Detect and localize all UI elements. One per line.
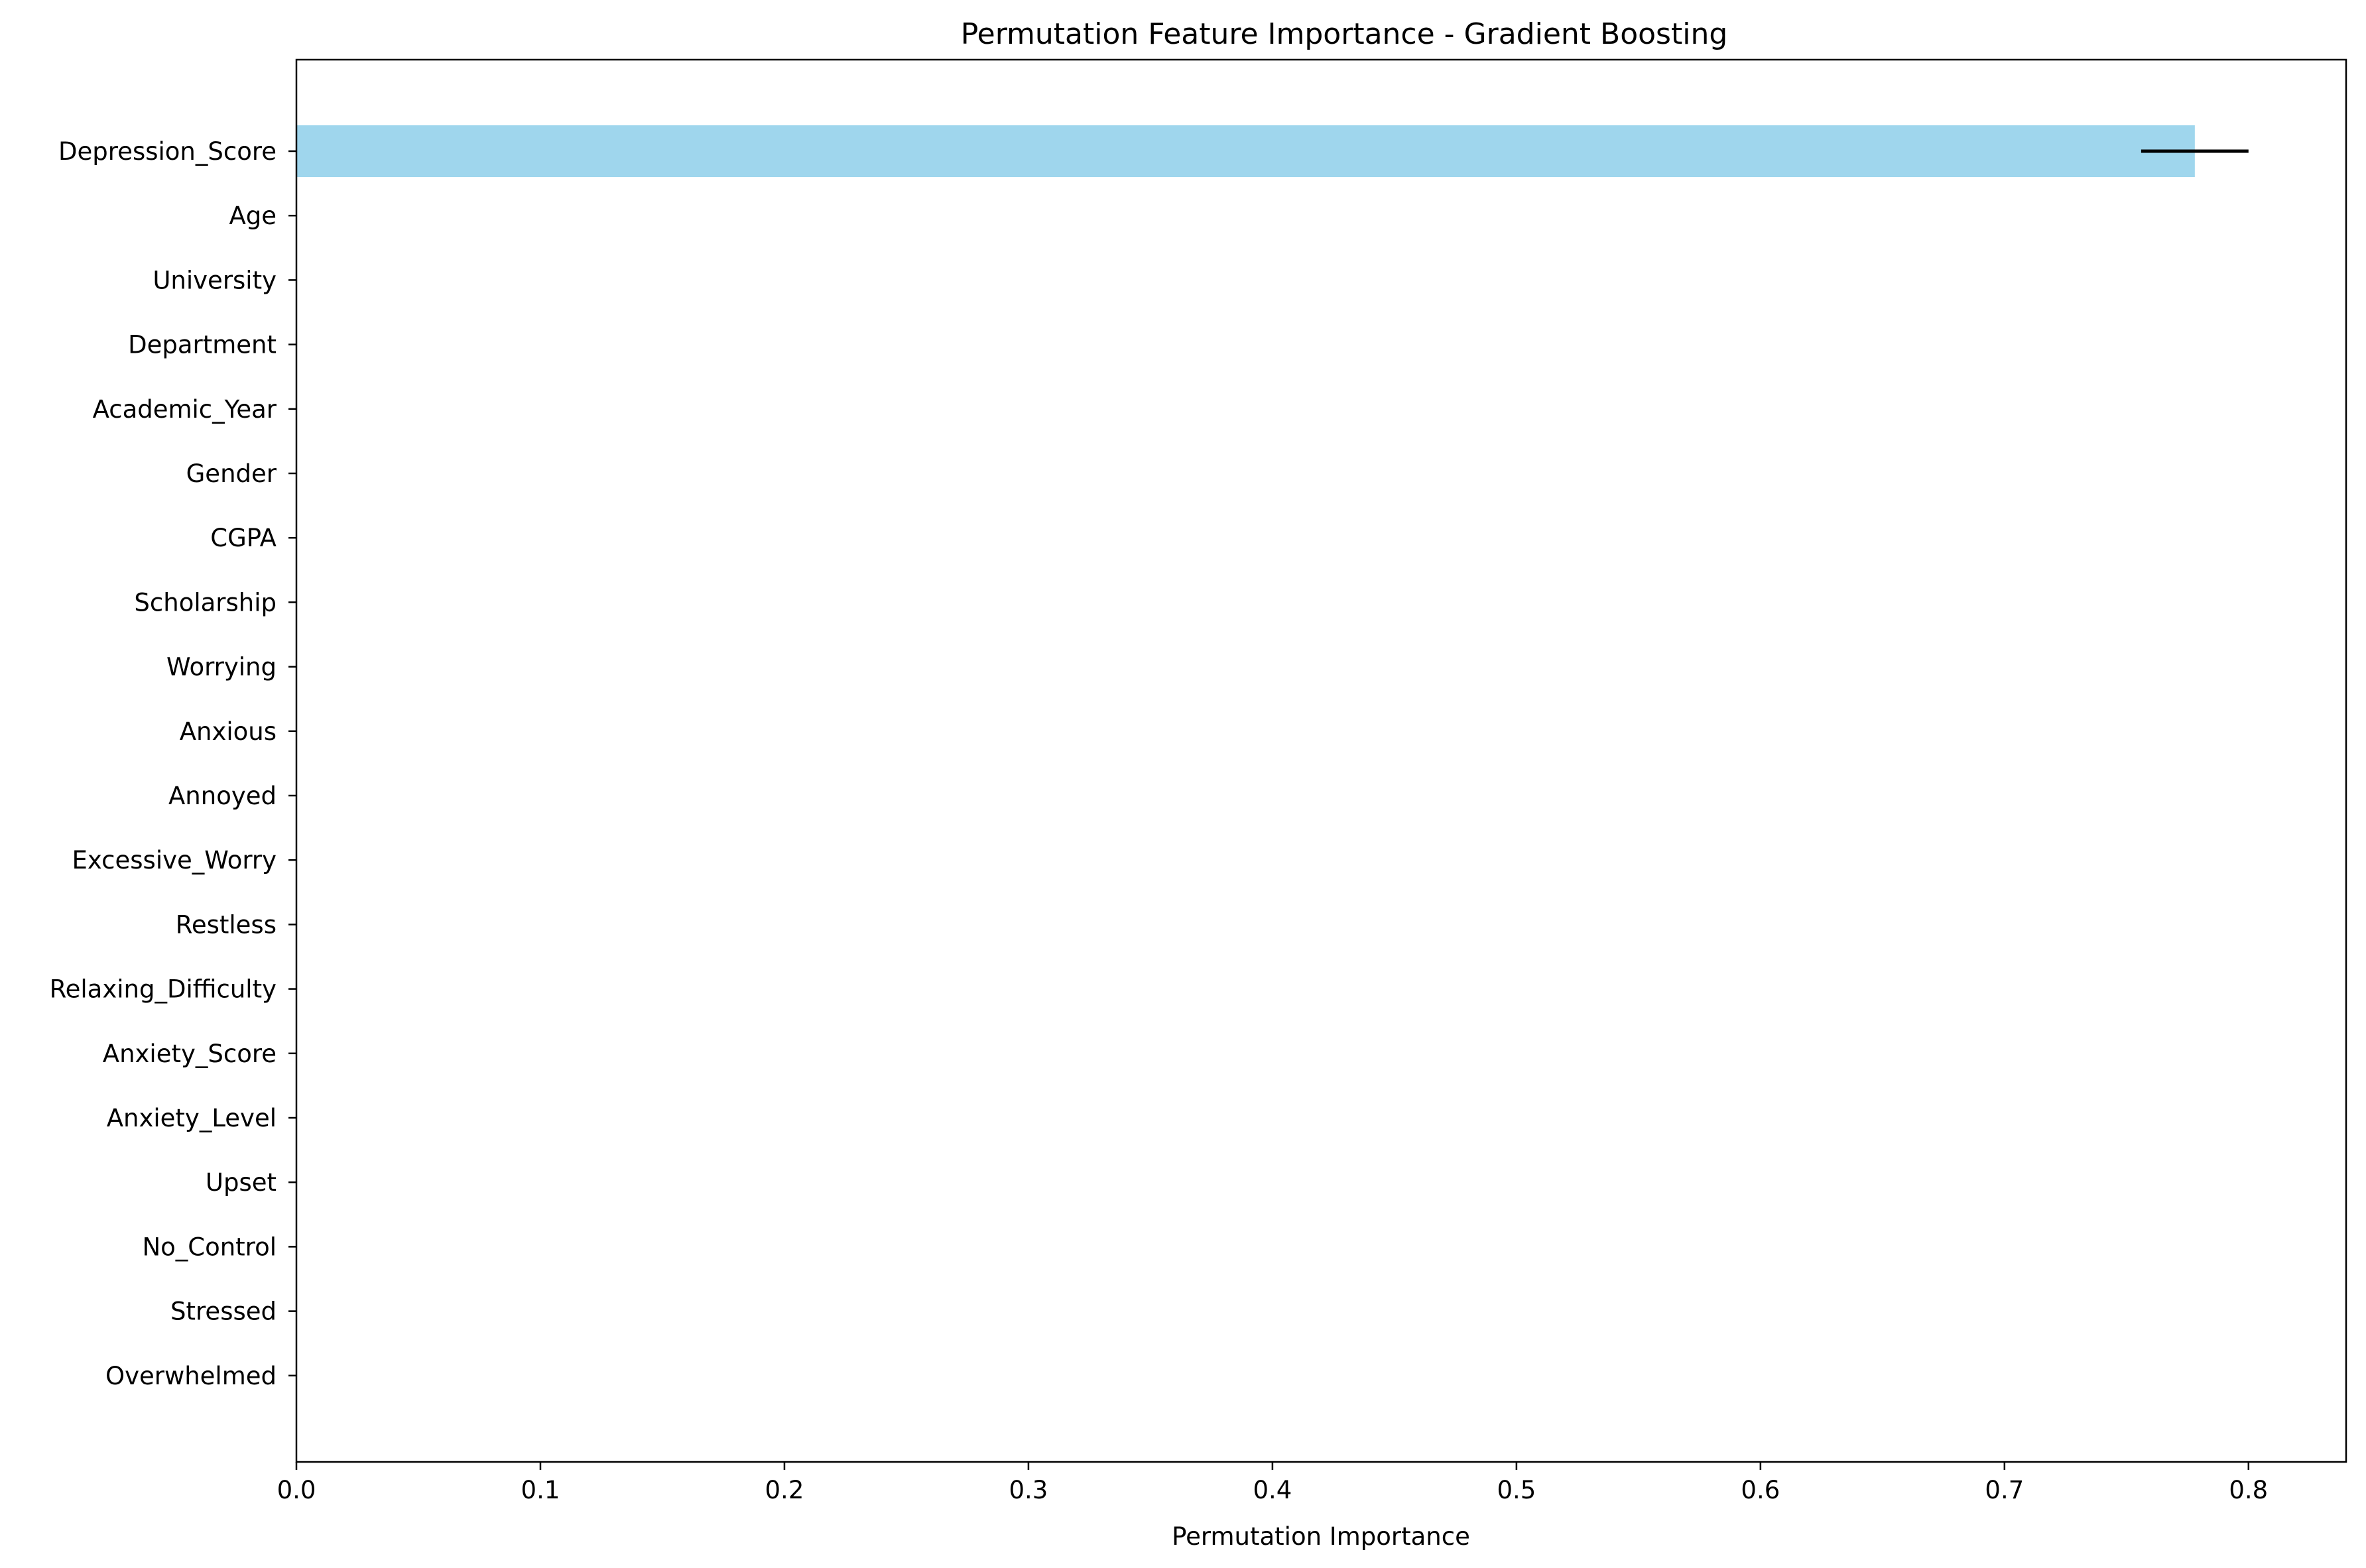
y-tick-label: Stressed <box>170 1297 277 1326</box>
y-tick-label: Scholarship <box>134 588 277 617</box>
x-tick-label: 0.2 <box>765 1476 804 1504</box>
x-tick-label: 0.8 <box>2229 1476 2268 1504</box>
x-tick-label: 0.7 <box>1985 1476 2024 1504</box>
bar-depression-score <box>296 125 2195 177</box>
chart-title: Permutation Feature Importance - Gradien… <box>961 17 1728 51</box>
x-tick-label: 0.1 <box>521 1476 560 1504</box>
plot-area: Depression_Score Age University Department A… <box>50 58 2347 1504</box>
y-tick-label: Upset <box>206 1168 277 1197</box>
y-tick-label: Academic_Year <box>93 395 277 424</box>
x-tick-label: 0.6 <box>1741 1476 1780 1504</box>
y-tick-label: Department <box>128 331 277 359</box>
y-tick-label: Overwhelmed <box>105 1362 277 1390</box>
x-axis-label: Permutation Importance <box>1172 1522 1470 1551</box>
y-tick-label: Gender <box>186 459 277 488</box>
y-tick-label: Worrying <box>166 653 277 682</box>
x-tick-label: 0.5 <box>1497 1476 1536 1504</box>
y-tick-label: Anxious <box>180 717 277 746</box>
y-tick-label: Annoyed <box>168 782 277 810</box>
axes-frame <box>295 58 2347 1463</box>
y-tick-label: Anxiety_Level <box>107 1104 277 1132</box>
y-tick-label: University <box>153 266 277 294</box>
y-tick-label: Age <box>229 202 277 230</box>
x-tick-label: 0.3 <box>1009 1476 1048 1504</box>
x-tick-label: 0.4 <box>1253 1476 1292 1504</box>
y-tick-label: Restless <box>176 910 277 939</box>
y-tick-label: No_Control <box>142 1233 277 1261</box>
y-tick-label: Excessive_Worry <box>72 846 277 874</box>
y-tick-label: CGPA <box>210 524 277 552</box>
y-tick-label: Anxiety_Score <box>103 1040 277 1068</box>
x-tick-label: 0.0 <box>277 1476 316 1504</box>
y-tick-label: Depression_Score <box>58 137 277 166</box>
y-tick-label: Relaxing_Difficulty <box>50 975 277 1004</box>
